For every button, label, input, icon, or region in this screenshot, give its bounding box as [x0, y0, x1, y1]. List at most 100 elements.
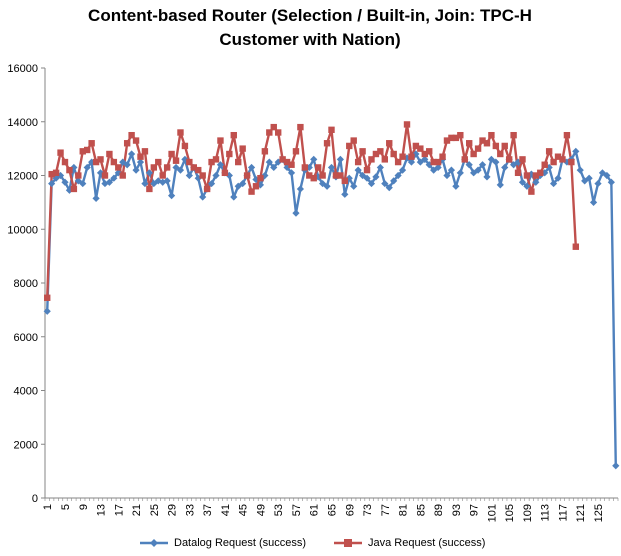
java-point — [394, 158, 402, 166]
x-axis-tick-labels: 1 5 9 13 17 21 25 29 33 37 41 45 49 53 57 61 65 69 73 77 81 8… — [42, 504, 605, 522]
java-point — [510, 131, 517, 139]
x-tick-label: 77 — [380, 504, 392, 516]
java-point — [479, 137, 486, 144]
datalog-point — [79, 179, 87, 188]
java-point — [239, 145, 246, 152]
java-point — [514, 169, 522, 177]
java-point — [141, 148, 149, 155]
java-point — [110, 158, 118, 166]
datalog-point — [385, 183, 393, 192]
java-point — [115, 164, 122, 171]
java-point — [248, 188, 255, 195]
y-tick-label: 14000 — [7, 117, 38, 129]
java-point — [386, 140, 393, 147]
y-tick-label: 16000 — [7, 63, 38, 75]
y-tick-label: 4000 — [14, 386, 38, 398]
java-point — [230, 131, 237, 139]
java-point — [119, 172, 126, 179]
java-point — [186, 158, 193, 166]
java-point — [70, 185, 78, 193]
datalog-point — [554, 174, 562, 182]
x-tick-label: 49 — [255, 504, 267, 516]
datalog-point — [110, 174, 118, 182]
x-tick-label: 45 — [238, 504, 250, 516]
java-point — [172, 157, 180, 164]
datalog-point — [145, 169, 153, 177]
java-point — [430, 158, 437, 166]
java-point — [146, 185, 153, 193]
datalog-point — [412, 150, 420, 158]
x-tick-label: 41 — [220, 504, 232, 516]
datalog-point — [390, 177, 398, 185]
datalog-point — [376, 163, 384, 172]
x-tick-label: 125 — [593, 504, 605, 522]
datalog-point — [443, 171, 451, 180]
datalog-point — [101, 179, 109, 188]
java-point — [545, 148, 553, 155]
datalog-point — [105, 178, 114, 186]
datalog-point — [48, 179, 56, 188]
x-tick-label: 89 — [433, 504, 445, 516]
java-point — [66, 166, 73, 174]
datalog-point — [407, 158, 416, 166]
x-tick-label: 65 — [327, 504, 339, 516]
datalog-point — [510, 161, 518, 169]
datalog-point — [603, 171, 611, 180]
x-tick-label: 13 — [96, 504, 108, 516]
datalog-point — [341, 190, 349, 198]
legend-label-datalog: Datalog Request (success) — [174, 537, 307, 549]
datalog-point — [274, 158, 282, 166]
datalog-point — [607, 178, 615, 186]
java-point — [279, 156, 286, 163]
chart-axes — [41, 67, 619, 501]
java-point — [434, 158, 442, 166]
java-point — [337, 172, 344, 179]
java-point — [314, 164, 322, 171]
datalog-point — [581, 177, 589, 185]
datalog-point — [523, 182, 531, 190]
x-tick-label: 53 — [273, 504, 285, 516]
x-tick-label: 101 — [486, 504, 498, 522]
java-point — [457, 131, 464, 139]
x-tick-label: 69 — [344, 504, 356, 516]
java-point — [266, 129, 273, 136]
datalog-point — [430, 166, 438, 174]
datalog-point — [421, 155, 429, 163]
java-point — [497, 150, 504, 158]
datalog-point — [239, 179, 247, 188]
series-line-0 — [46, 150, 617, 466]
java-point — [301, 164, 309, 171]
datalog-point — [292, 209, 300, 217]
java-point — [505, 156, 513, 163]
y-tick-label: 6000 — [14, 332, 38, 344]
java-point — [421, 150, 428, 158]
java-point — [528, 188, 535, 195]
datalog-point — [549, 179, 558, 188]
datalog-point — [496, 181, 504, 189]
datalog-point — [447, 166, 456, 174]
datalog-point — [363, 174, 371, 182]
y-tick-label: 8000 — [14, 278, 38, 290]
java-point — [537, 169, 544, 177]
java-point — [319, 172, 326, 179]
java-point — [328, 126, 335, 134]
datalog-point — [585, 174, 593, 182]
java-point — [137, 153, 144, 160]
datalog-point — [185, 171, 193, 180]
x-tick-label: 97 — [469, 504, 481, 516]
datalog-point — [452, 182, 460, 190]
x-tick-label: 117 — [557, 504, 569, 522]
java-point — [261, 148, 269, 155]
java-point — [559, 156, 566, 163]
java-point — [101, 172, 109, 179]
java-point — [346, 142, 353, 150]
java-point — [372, 150, 380, 158]
datalog-point — [403, 154, 411, 162]
x-tick-label: 85 — [415, 504, 427, 516]
datalog-point — [199, 193, 207, 201]
series-line-1 — [46, 123, 577, 298]
datalog-point — [287, 169, 296, 177]
java-point — [483, 140, 491, 147]
datalog-point — [572, 147, 580, 155]
java-point — [155, 158, 162, 166]
